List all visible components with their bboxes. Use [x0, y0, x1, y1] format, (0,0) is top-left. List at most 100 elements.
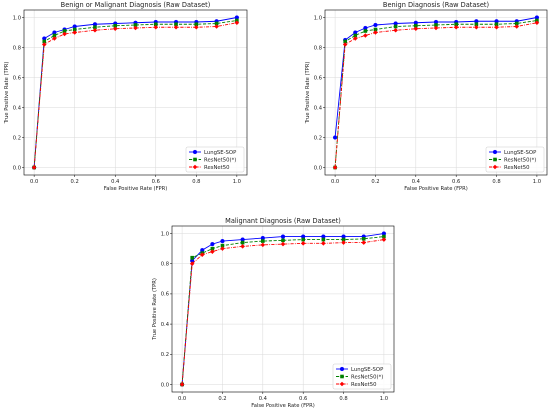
legend-marker — [192, 149, 198, 155]
data-point — [332, 135, 338, 140]
data-point — [93, 25, 97, 30]
y-tick-label: 1.0 — [314, 15, 322, 21]
data-point — [321, 241, 326, 246]
series-3 — [31, 20, 240, 170]
series-3 — [179, 237, 387, 387]
data-point — [373, 22, 378, 28]
x-tick-label: 0.4 — [412, 179, 421, 185]
y-tick-label: 0.2 — [13, 135, 21, 141]
series-2 — [32, 18, 239, 170]
data-point — [42, 39, 47, 44]
data-point — [534, 20, 540, 26]
legend-marker — [193, 157, 197, 162]
data-point — [363, 29, 368, 33]
data-point — [240, 244, 245, 249]
data-point — [133, 23, 138, 27]
legend-marker — [339, 366, 345, 372]
data-point — [199, 252, 205, 257]
data-point — [494, 22, 499, 27]
data-point — [280, 234, 286, 239]
data-point — [153, 22, 158, 27]
y-tick-label: 0.4 — [13, 105, 22, 111]
data-point — [179, 382, 185, 387]
legend-box — [332, 363, 392, 390]
data-point — [173, 24, 179, 30]
legend-label: LungSE-SOP — [504, 150, 537, 156]
data-point — [343, 39, 347, 44]
data-point — [414, 23, 418, 28]
legend-label: ResNet50(*) — [504, 157, 536, 163]
data-point — [514, 21, 519, 26]
chart-2: 0.0 0.2 0.4 0.6 0.8 1.0 0.0 0.2 0.4 0.6 0.8 1.0 Beni… — [305, 1, 548, 192]
legend-marker — [192, 164, 198, 170]
legend-marker — [340, 374, 344, 379]
x-tick-label: 0.8 — [339, 396, 347, 402]
data-point — [72, 30, 77, 35]
data-point — [189, 261, 195, 267]
legend-label: LungSE-SOP — [351, 367, 384, 373]
data-point — [393, 24, 398, 29]
y-axis-label: True Positive Rate (TPR) — [152, 278, 158, 341]
y-tick-label: 0.2 — [314, 135, 322, 141]
legend-label: ResNet50(*) — [204, 157, 236, 163]
data-point — [373, 27, 378, 32]
x-tick-label: 0.2 — [371, 179, 379, 185]
data-point — [382, 234, 386, 239]
data-point — [190, 255, 194, 260]
x-tick-label: 0.2 — [71, 179, 79, 185]
axes-frame — [23, 9, 248, 176]
y-tick-label: 1.0 — [161, 231, 169, 237]
data-point — [214, 21, 219, 26]
data-point — [342, 42, 348, 47]
data-point — [210, 246, 215, 251]
data-point — [280, 241, 286, 247]
y-tick-label: 0.0 — [161, 382, 169, 388]
x-axis-label: False Positive Rate (FPR) — [404, 186, 468, 192]
data-point — [174, 22, 178, 27]
y-tick-label: 0.4 — [161, 322, 170, 328]
legend-label: ResNet50(*) — [351, 374, 383, 380]
data-point — [113, 23, 118, 28]
y-tick-label: 0.6 — [314, 75, 322, 81]
data-point — [52, 36, 57, 41]
series-1 — [179, 231, 387, 387]
legend-marker — [492, 164, 498, 170]
data-point — [234, 20, 240, 26]
y-tick-label: 1.0 — [13, 15, 21, 21]
data-point — [341, 237, 346, 242]
y-axis-label: True Positive Rate (TPR) — [4, 62, 10, 125]
x-tick-label: 1.0 — [533, 179, 541, 185]
y-tick-label: 0.8 — [161, 262, 169, 268]
y-tick-label: 0.8 — [314, 45, 322, 51]
y-tick-label: 0.4 — [314, 105, 323, 111]
legend-label: ResNet50 — [351, 382, 377, 388]
data-point — [153, 24, 159, 30]
legend-box — [185, 146, 245, 173]
x-tick-label: 0.0 — [331, 179, 339, 185]
x-tick-label: 0.6 — [152, 179, 160, 185]
legend-marker — [493, 157, 497, 162]
y-tick-label: 0.0 — [314, 165, 322, 171]
y-tick-label: 0.8 — [13, 45, 21, 51]
x-axis-label: False Positive Rate (FPR) — [104, 186, 168, 192]
y-tick-label: 0.6 — [161, 292, 169, 298]
chart-title: Benign Diagnosis (Raw Dataset) — [383, 1, 489, 9]
legend-box — [485, 146, 545, 173]
data-point — [393, 27, 398, 33]
data-point — [300, 241, 306, 246]
axes-frame — [171, 225, 395, 393]
x-tick-label: 0.4 — [259, 396, 268, 402]
data-point — [454, 22, 458, 27]
data-point — [363, 33, 368, 38]
legend-marker — [339, 381, 345, 387]
data-point — [220, 238, 225, 244]
data-point — [210, 242, 215, 247]
data-point — [214, 24, 219, 29]
data-point — [381, 237, 387, 242]
chart-title: Malignant Diagnosis (Raw Dataset) — [225, 217, 341, 225]
x-tick-label: 0.8 — [192, 179, 200, 185]
data-point — [434, 23, 438, 27]
